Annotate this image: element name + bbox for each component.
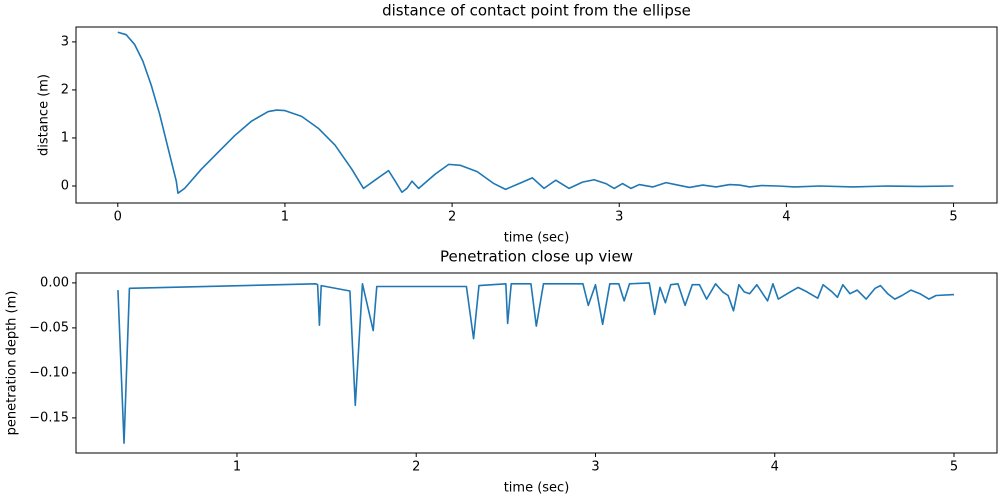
x-tick-label: 5 <box>949 210 957 225</box>
x-tick-label: 1 <box>233 460 241 475</box>
x-axis-label: time (sec) <box>504 231 570 246</box>
axes-frame <box>75 26 998 204</box>
y-tick-label: 0.00 <box>40 275 69 290</box>
data-line <box>117 282 955 444</box>
y-tick-label: 3 <box>61 34 69 49</box>
y-tick-label: −0.05 <box>29 320 69 335</box>
chart-title: distance of contact point from the ellip… <box>382 2 691 20</box>
axes-frame <box>75 272 998 454</box>
y-tick-label: 0 <box>61 178 69 193</box>
x-tick-label: 1 <box>281 210 289 225</box>
y-axis-label: distance (m) <box>37 74 52 156</box>
data-line <box>117 31 954 194</box>
x-axis-label: time (sec) <box>504 481 570 496</box>
y-tick-label: −0.15 <box>29 410 69 425</box>
x-tick-label: 4 <box>782 210 790 225</box>
x-tick-label: 3 <box>615 210 623 225</box>
x-tick-label: 3 <box>591 460 599 475</box>
x-tick-label: 2 <box>448 210 456 225</box>
x-tick-label: 2 <box>412 460 420 475</box>
chart-title: Penetration close up view <box>440 248 633 266</box>
y-axis-label: penetration depth (m) <box>5 291 20 436</box>
x-tick-label: 5 <box>950 460 958 475</box>
y-tick-label: −0.10 <box>29 365 69 380</box>
y-tick-label: 2 <box>61 82 69 97</box>
x-tick-label: 0 <box>114 210 122 225</box>
x-tick-label: 4 <box>771 460 779 475</box>
y-tick-label: 1 <box>61 130 69 145</box>
